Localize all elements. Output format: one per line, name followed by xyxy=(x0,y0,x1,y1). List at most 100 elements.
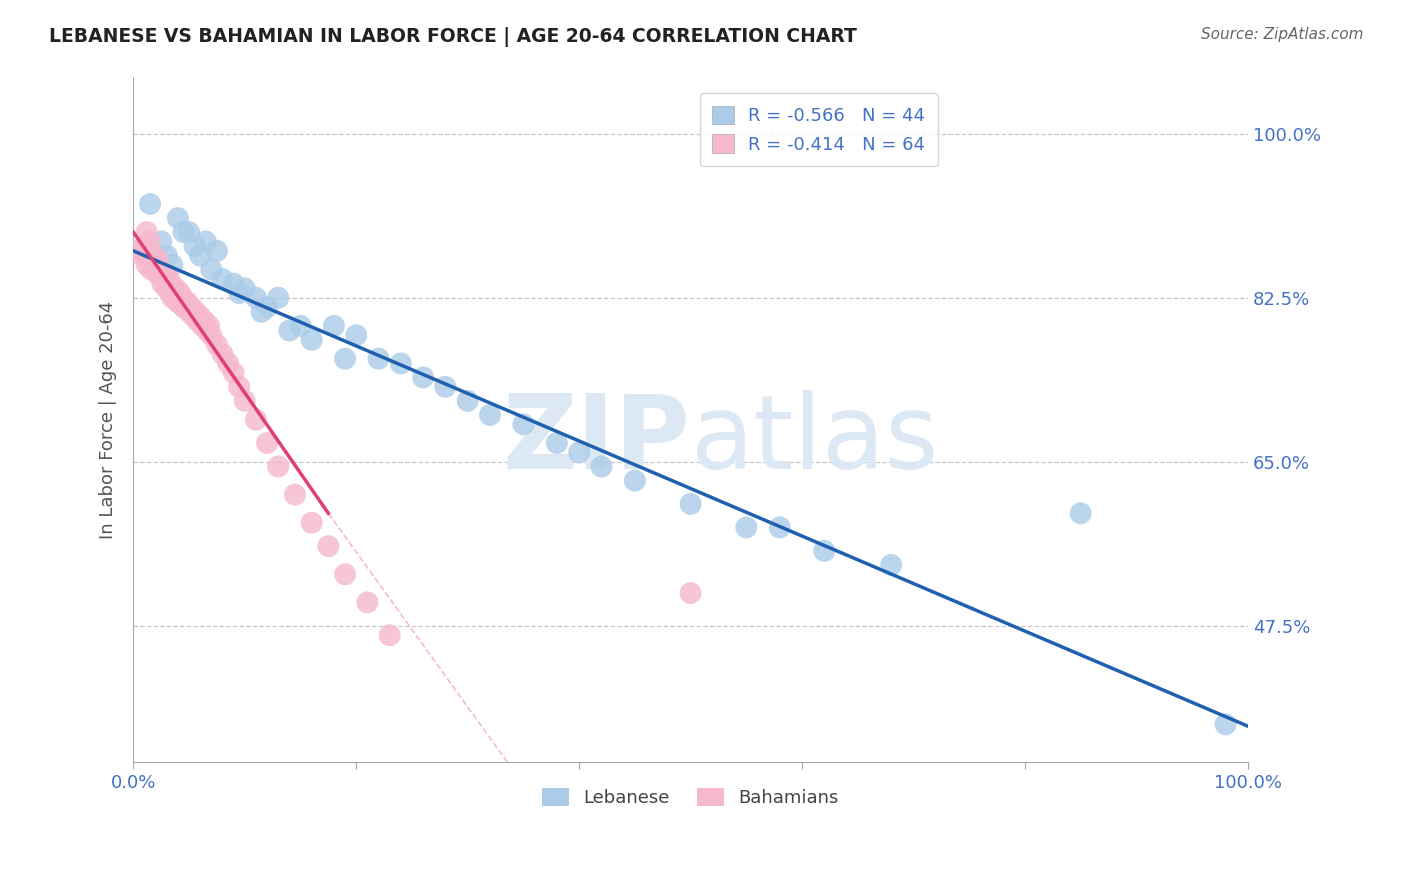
Point xyxy=(1215,717,1237,731)
Point xyxy=(256,436,278,450)
Point xyxy=(162,291,184,305)
Point xyxy=(159,277,181,291)
Point xyxy=(153,268,176,282)
Point xyxy=(191,318,214,333)
Point xyxy=(183,239,205,253)
Point xyxy=(146,268,169,282)
Point xyxy=(183,310,205,324)
Point xyxy=(333,351,356,366)
Point xyxy=(165,286,187,301)
Point xyxy=(172,291,194,305)
Point xyxy=(318,539,340,553)
Point xyxy=(256,300,278,314)
Point xyxy=(177,225,200,239)
Point xyxy=(135,225,157,239)
Point xyxy=(301,516,323,530)
Point xyxy=(568,445,591,459)
Point xyxy=(250,305,273,319)
Point xyxy=(145,262,167,277)
Point xyxy=(135,258,157,272)
Point xyxy=(198,318,221,333)
Point xyxy=(165,281,187,295)
Point xyxy=(145,258,167,272)
Point xyxy=(284,487,307,501)
Point xyxy=(205,337,228,351)
Point xyxy=(200,262,222,277)
Point xyxy=(141,262,163,277)
Point xyxy=(150,268,173,282)
Point xyxy=(245,291,267,305)
Point xyxy=(176,295,198,310)
Point xyxy=(228,380,250,394)
Point xyxy=(200,328,222,343)
Point xyxy=(457,393,479,408)
Point xyxy=(367,351,389,366)
Point xyxy=(278,324,301,338)
Point xyxy=(356,595,378,609)
Point xyxy=(177,305,200,319)
Point xyxy=(267,291,290,305)
Point xyxy=(222,277,245,291)
Point xyxy=(146,253,169,268)
Point xyxy=(412,370,434,384)
Point xyxy=(478,408,501,422)
Point xyxy=(344,328,367,343)
Point xyxy=(180,300,202,314)
Point xyxy=(679,497,702,511)
Point xyxy=(187,314,209,328)
Point xyxy=(173,300,195,314)
Point xyxy=(188,310,211,324)
Point xyxy=(880,558,903,572)
Point xyxy=(184,305,207,319)
Point xyxy=(769,520,792,534)
Point xyxy=(139,197,162,211)
Point xyxy=(233,281,256,295)
Point xyxy=(134,239,156,253)
Point xyxy=(188,248,211,262)
Point xyxy=(160,286,183,301)
Legend: Lebanese, Bahamians: Lebanese, Bahamians xyxy=(534,780,846,814)
Text: ZIP: ZIP xyxy=(502,390,690,491)
Point xyxy=(591,459,613,474)
Point xyxy=(149,262,172,277)
Point xyxy=(194,314,217,328)
Point xyxy=(156,281,179,295)
Point xyxy=(176,295,198,310)
Point xyxy=(735,520,758,534)
Point xyxy=(173,225,195,239)
Point xyxy=(290,318,312,333)
Point xyxy=(167,291,190,305)
Y-axis label: In Labor Force | Age 20-64: In Labor Force | Age 20-64 xyxy=(100,301,117,539)
Point xyxy=(162,258,184,272)
Point xyxy=(624,474,647,488)
Point xyxy=(156,277,179,291)
Point xyxy=(233,393,256,408)
Point xyxy=(228,286,250,301)
Point xyxy=(138,244,160,258)
Point xyxy=(217,356,239,370)
Point xyxy=(131,248,153,262)
Point xyxy=(546,436,568,450)
Point xyxy=(267,459,290,474)
Point xyxy=(301,333,323,347)
Point xyxy=(162,281,184,295)
Point xyxy=(142,253,165,268)
Point xyxy=(142,248,165,262)
Point xyxy=(167,295,190,310)
Point xyxy=(1070,507,1092,521)
Point xyxy=(434,380,457,394)
Point xyxy=(222,366,245,380)
Point xyxy=(211,347,233,361)
Point xyxy=(169,295,191,310)
Point xyxy=(153,272,176,286)
Point xyxy=(813,544,835,558)
Point xyxy=(211,272,233,286)
Point xyxy=(173,300,195,314)
Point xyxy=(156,248,179,262)
Point xyxy=(157,272,180,286)
Point xyxy=(378,628,401,642)
Point xyxy=(205,244,228,258)
Point xyxy=(245,412,267,426)
Point xyxy=(195,324,218,338)
Point xyxy=(679,586,702,600)
